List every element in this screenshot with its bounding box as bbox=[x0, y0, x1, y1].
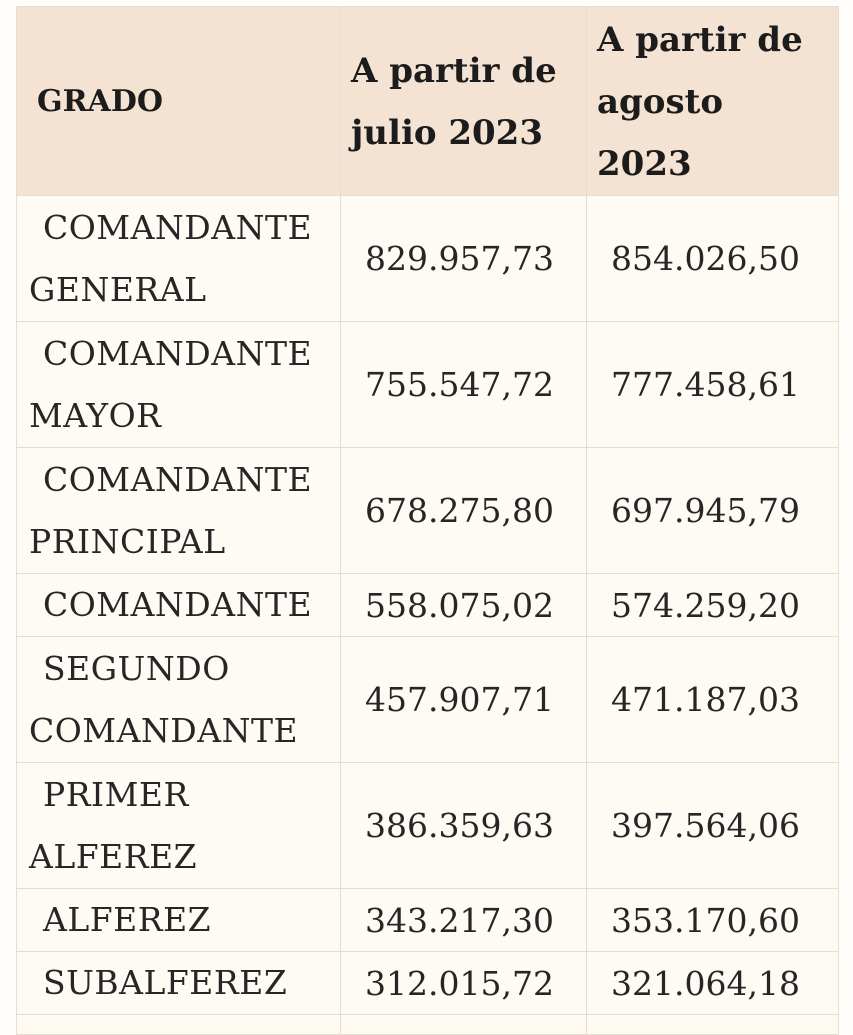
grado-line2: COMANDANTE bbox=[29, 710, 299, 750]
grado-line1: COMANDANTE bbox=[43, 585, 313, 624]
grado-line1: SEGUNDO bbox=[43, 648, 230, 688]
salary-table-container: GRADO A partir de julio 2023 A partir de… bbox=[16, 6, 839, 1035]
grado-line1: SUBALFEREZ bbox=[43, 963, 288, 1002]
table-row: PRIMER ALFEREZ 386.359,63 397.564,06 bbox=[16, 762, 839, 889]
agosto-value: 397.564,06 bbox=[586, 762, 839, 889]
julio-value: 678.275,80 bbox=[340, 447, 587, 574]
grado-line2: PRINCIPAL bbox=[29, 521, 226, 561]
header-grado-label: GRADO bbox=[37, 84, 163, 119]
agosto-value: 777.458,61 bbox=[586, 321, 839, 448]
agosto-value: 321.064,18 bbox=[586, 951, 839, 1015]
agosto-value: 854.026,50 bbox=[586, 195, 839, 322]
grado-line2: ALFEREZ bbox=[29, 836, 198, 876]
salary-table: GRADO A partir de julio 2023 A partir de… bbox=[16, 6, 839, 1035]
table-row: COMANDANTE PRINCIPAL 678.275,80 697.945,… bbox=[16, 447, 839, 574]
grado-line1: COMANDANTE bbox=[43, 333, 313, 373]
header-agosto: A partir de agosto 2023 bbox=[586, 6, 839, 196]
grado-line1: ALFEREZ bbox=[43, 900, 212, 939]
table-body: COMANDANTE GENERAL 829.957,73 854.026,50… bbox=[16, 195, 839, 1035]
agosto-value: 574.259,20 bbox=[586, 573, 839, 637]
table-row: SEGUNDO COMANDANTE 457.907,71 471.187,03 bbox=[16, 636, 839, 763]
partial-cell bbox=[340, 1014, 587, 1035]
julio-value: 386.359,63 bbox=[340, 762, 587, 889]
julio-value: 343.217,30 bbox=[340, 888, 587, 952]
header-agosto-line2: agosto 2023 bbox=[597, 82, 724, 184]
table-row: SUBALFEREZ 312.015,72 321.064,18 bbox=[16, 951, 839, 1015]
grado-line1: COMANDANTE bbox=[43, 459, 313, 499]
julio-value: 558.075,02 bbox=[340, 573, 587, 637]
partial-cell bbox=[16, 1014, 341, 1035]
table-row: ALFEREZ 343.217,30 353.170,60 bbox=[16, 888, 839, 952]
header-grado: GRADO bbox=[16, 6, 341, 196]
header-julio-line2: julio 2023 bbox=[351, 113, 543, 153]
header-julio: A partir de julio 2023 bbox=[340, 6, 587, 196]
grado-line2: MAYOR bbox=[29, 395, 162, 435]
partial-cell bbox=[586, 1014, 839, 1035]
header-row: GRADO A partir de julio 2023 A partir de… bbox=[16, 6, 839, 196]
table-row-partial bbox=[16, 1014, 839, 1035]
julio-value: 312.015,72 bbox=[340, 951, 587, 1015]
grado-line2: GENERAL bbox=[29, 269, 207, 309]
agosto-value: 471.187,03 bbox=[586, 636, 839, 763]
header-agosto-line1: A partir de bbox=[597, 20, 803, 60]
grado-cell: SEGUNDO COMANDANTE bbox=[16, 636, 341, 763]
grado-cell: COMANDANTE MAYOR bbox=[16, 321, 341, 448]
grado-line1: PRIMER bbox=[43, 774, 189, 814]
julio-value: 457.907,71 bbox=[340, 636, 587, 763]
grado-cell: COMANDANTE PRINCIPAL bbox=[16, 447, 341, 574]
agosto-value: 353.170,60 bbox=[586, 888, 839, 952]
table-row: COMANDANTE MAYOR 755.547,72 777.458,61 bbox=[16, 321, 839, 448]
grado-cell: COMANDANTE bbox=[16, 573, 341, 637]
grado-cell: SUBALFEREZ bbox=[16, 951, 341, 1015]
agosto-value: 697.945,79 bbox=[586, 447, 839, 574]
table-row: COMANDANTE GENERAL 829.957,73 854.026,50 bbox=[16, 195, 839, 322]
julio-value: 829.957,73 bbox=[340, 195, 587, 322]
grado-cell: ALFEREZ bbox=[16, 888, 341, 952]
julio-value: 755.547,72 bbox=[340, 321, 587, 448]
table-header: GRADO A partir de julio 2023 A partir de… bbox=[16, 6, 839, 196]
header-julio-line1: A partir de bbox=[351, 51, 557, 91]
grado-line1: COMANDANTE bbox=[43, 207, 313, 247]
table-row: COMANDANTE 558.075,02 574.259,20 bbox=[16, 573, 839, 637]
grado-cell: COMANDANTE GENERAL bbox=[16, 195, 341, 322]
grado-cell: PRIMER ALFEREZ bbox=[16, 762, 341, 889]
